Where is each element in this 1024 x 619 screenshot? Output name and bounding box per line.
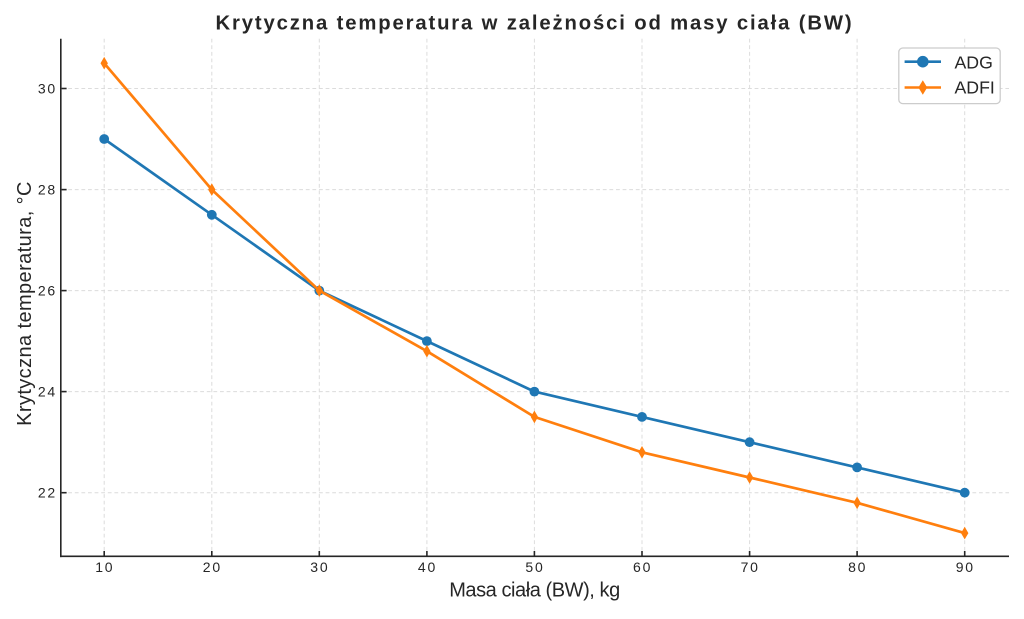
svg-text:30: 30: [310, 559, 329, 575]
svg-text:10: 10: [95, 559, 114, 575]
svg-text:50: 50: [525, 559, 544, 575]
svg-text:30: 30: [38, 80, 57, 96]
svg-text:90: 90: [956, 559, 975, 575]
svg-text:40: 40: [418, 559, 437, 575]
svg-text:60: 60: [633, 559, 652, 575]
svg-text:70: 70: [741, 559, 760, 575]
svg-text:80: 80: [848, 559, 867, 575]
svg-text:Krytyczna temperatura w zależn: Krytyczna temperatura w zależności od ma…: [216, 12, 854, 34]
svg-text:ADG: ADG: [955, 53, 993, 73]
svg-text:Krytyczna temperatura, °C: Krytyczna temperatura, °C: [14, 181, 36, 426]
svg-text:ADFI: ADFI: [955, 77, 995, 97]
svg-text:20: 20: [203, 559, 222, 575]
svg-text:22: 22: [38, 485, 57, 501]
svg-text:28: 28: [38, 182, 57, 198]
svg-text:24: 24: [38, 384, 57, 400]
svg-text:Masa ciała (BW), kg: Masa ciała (BW), kg: [449, 579, 620, 601]
svg-text:26: 26: [38, 283, 57, 299]
